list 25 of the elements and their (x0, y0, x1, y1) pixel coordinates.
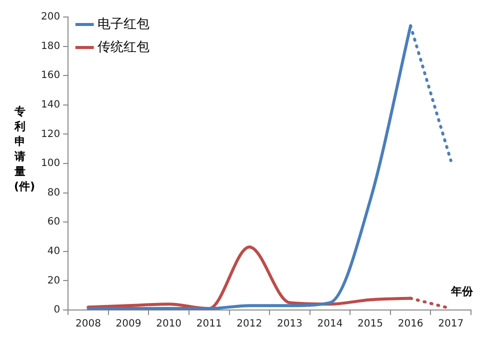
y-tick-label: 60 (47, 216, 60, 228)
y-axis-title: 专利申请量(件) (14, 104, 36, 194)
y-tick-label: 20 (47, 275, 60, 286)
x-tick-label: 2009 (116, 318, 142, 330)
x-tick-label: 2013 (276, 318, 302, 330)
x-tick-label: 2017 (438, 318, 464, 330)
legend-label: 传统红包 (98, 40, 150, 55)
y-tick-label: 200 (40, 12, 60, 23)
x-axis-title: 年份 (451, 284, 473, 299)
x-tick-label: 2011 (196, 318, 222, 330)
x-tick-label: 2010 (156, 318, 182, 330)
y-tick-label: 100 (40, 158, 60, 170)
y-tick-label: 180 (40, 40, 60, 52)
y-tick-label: 160 (40, 70, 60, 82)
x-tick-label: 2012 (236, 318, 262, 330)
y-tick-label: 80 (47, 187, 60, 198)
y-tick-label: 0 (54, 304, 60, 316)
x-tick-label: 2008 (76, 318, 101, 330)
x-tick-label: 2014 (317, 318, 343, 330)
y-tick-label: 120 (40, 128, 60, 140)
y-tick-label: 40 (47, 246, 60, 257)
x-tick-label: 2016 (398, 318, 424, 330)
legend-label: 电子红包 (98, 16, 150, 32)
y-tick-label: 140 (40, 99, 60, 110)
x-tick-label: 2015 (358, 318, 383, 330)
